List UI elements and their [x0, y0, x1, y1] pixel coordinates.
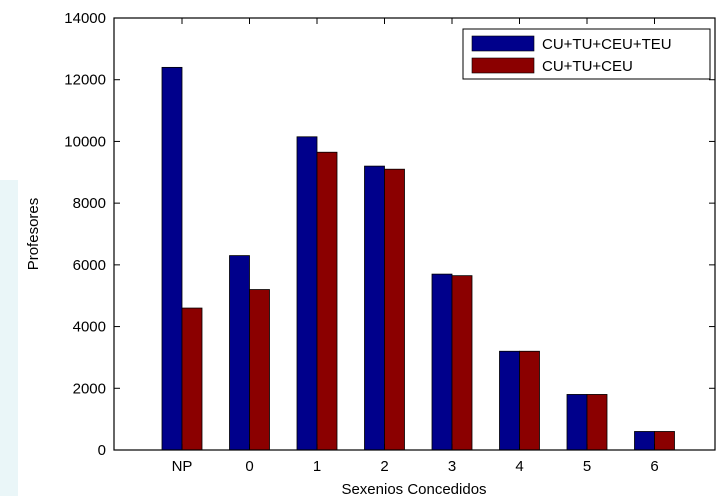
side-strip: [0, 180, 18, 496]
bar-1-2: [364, 165, 385, 451]
bar-2-0: [249, 289, 270, 451]
bar-1-5: [566, 394, 588, 451]
bar-1-0: [229, 255, 250, 451]
bar-1-4: [499, 350, 520, 451]
legend-swatch-series-1: [471, 35, 535, 52]
y-tick-label-0: 0: [98, 442, 106, 459]
legend: CU+TU+CEU+TEU CU+TU+CEU: [462, 28, 711, 80]
bar-2-3: [451, 275, 473, 451]
bar-2-6: [654, 431, 675, 451]
y-tick-label-10000: 10000: [64, 133, 106, 150]
y-tick-label-4000: 4000: [73, 319, 106, 336]
x-tick-label-3: 3: [448, 458, 456, 475]
bar-2-5: [586, 394, 608, 451]
legend-label-series-2: CU+TU+CEU: [542, 58, 633, 75]
bar-2-4: [519, 350, 540, 451]
bar-1-3: [431, 273, 453, 451]
plot-frame: [113, 17, 716, 451]
bar-1-NP: [161, 66, 183, 451]
bars-group: [161, 66, 675, 451]
x-axis-title: Sexenios Concedidos: [341, 481, 486, 496]
x-tick-label-0: 0: [245, 458, 253, 475]
x-tick-label-5: 5: [583, 458, 591, 475]
bar-1-1: [296, 136, 318, 451]
bar-1-6: [634, 431, 655, 451]
x-tick-label-4: 4: [515, 458, 523, 475]
x-tick-label-NP: NP: [172, 458, 193, 475]
bar-2-1: [316, 151, 338, 451]
y-axis-title: Profesores: [25, 198, 42, 271]
y-tick-label-6000: 6000: [73, 257, 106, 274]
legend-label-series-1: CU+TU+CEU+TEU: [542, 36, 672, 53]
y-tick-label-12000: 12000: [64, 72, 106, 89]
ticks-group: 0 2000 4000 6000 8000 10000 12000 14000 NP 0 1 2 3 4 5…: [64, 10, 715, 475]
y-tick-label-2000: 2000: [73, 380, 106, 397]
legend-swatch-series-2: [471, 57, 535, 74]
y-tick-label-8000: 8000: [73, 195, 106, 212]
x-tick-label-1: 1: [313, 458, 321, 475]
x-tick-label-2: 2: [380, 458, 388, 475]
y-tick-label-14000: 14000: [64, 10, 106, 27]
bar-2-NP: [181, 307, 203, 451]
x-tick-label-6: 6: [650, 458, 658, 475]
bar-2-2: [384, 168, 405, 451]
